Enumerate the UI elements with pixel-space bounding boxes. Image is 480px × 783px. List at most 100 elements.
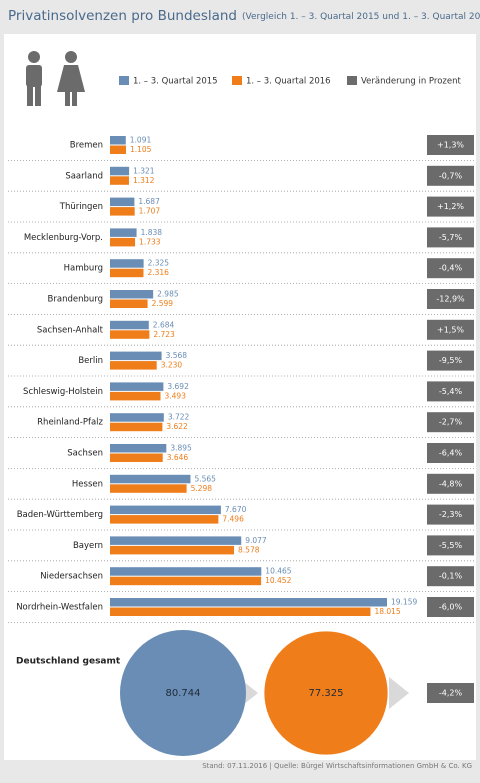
bar <box>110 576 262 586</box>
legend-label: 1. – 3. Quartal 2015 <box>133 77 218 87</box>
change-label: -4,2% <box>439 689 463 698</box>
change-box <box>427 473 474 494</box>
change-box <box>427 227 474 248</box>
value-label: 5.298 <box>191 484 213 493</box>
category-label: Brandenburg <box>48 295 103 305</box>
value-label: 3.895 <box>170 444 192 453</box>
bar <box>110 413 164 422</box>
bar <box>110 422 163 432</box>
bar <box>110 505 221 515</box>
legend-swatch <box>347 76 357 85</box>
legend: 1. – 3. Quartal 2015 1. – 3. Quartal 2016… <box>119 76 461 87</box>
bar <box>110 536 242 545</box>
value-label: 3.493 <box>165 391 187 400</box>
bar <box>110 382 164 391</box>
change-label: -6,0% <box>439 603 463 612</box>
value-label: 9.077 <box>245 536 267 545</box>
value-label: 2.684 <box>153 320 175 329</box>
change-label: -5,4% <box>439 387 463 396</box>
bar <box>110 237 136 247</box>
change-box <box>427 165 474 186</box>
bar <box>110 545 235 555</box>
bar <box>110 474 191 484</box>
change-box <box>427 350 474 371</box>
change-box <box>427 443 474 463</box>
category-label: Berlin <box>78 356 103 366</box>
title: Privatinsolvenzen pro Bundesland <box>8 8 237 24</box>
category-label: Saarland <box>65 171 103 181</box>
change-box <box>427 504 474 525</box>
change-label: -0,4% <box>439 264 463 273</box>
bar <box>110 228 137 237</box>
bar <box>110 176 129 185</box>
bar <box>110 268 144 278</box>
category-label: Nordrhein-Westfalen <box>16 603 103 613</box>
value-label: 2.325 <box>148 259 170 268</box>
total-circle <box>120 630 246 756</box>
value-label: 1.091 <box>130 136 152 145</box>
change-box <box>427 258 474 279</box>
category-label: Baden-Württemberg <box>17 510 103 520</box>
totals-label: Deutschland gesamt <box>16 657 121 667</box>
total-label: 77.325 <box>309 688 344 699</box>
value-label: 3.622 <box>166 422 188 431</box>
value-label: 2.723 <box>153 330 175 339</box>
bar <box>110 207 135 216</box>
person-icons <box>26 51 85 106</box>
value-label: 1.105 <box>130 145 152 154</box>
change-label: -0,7% <box>439 171 463 180</box>
change-box <box>427 566 474 587</box>
value-label: 2.599 <box>152 299 174 308</box>
legend-swatch <box>119 76 129 85</box>
panel <box>4 34 476 760</box>
change-label: -2,3% <box>439 510 463 519</box>
bar <box>110 166 130 176</box>
change-label: +1,2% <box>437 202 464 211</box>
bar <box>110 351 162 361</box>
change-label: -2,7% <box>439 418 463 427</box>
value-label: 5.565 <box>194 474 216 483</box>
value-label: 18.015 <box>374 607 400 616</box>
value-label: 3.692 <box>167 382 189 391</box>
category-label: Mecklenburg-Vorp. <box>24 233 103 243</box>
bar <box>110 391 161 401</box>
change-box <box>427 683 474 703</box>
change-box <box>427 135 474 155</box>
legend-label: Veränderung in Prozent <box>361 77 461 87</box>
change-box <box>427 412 474 433</box>
category-label: Sachsen <box>67 449 103 459</box>
change-label: -12,9% <box>436 295 465 304</box>
change-box <box>427 535 474 556</box>
category-label: Sachsen-Anhalt <box>37 325 104 335</box>
bar <box>110 567 262 576</box>
bar <box>110 361 157 370</box>
bar <box>110 136 126 145</box>
value-label: 3.230 <box>161 361 183 370</box>
value-label: 1.687 <box>138 197 160 206</box>
legend-swatch <box>232 76 242 85</box>
category-label: Schleswig-Holstein <box>23 387 103 397</box>
value-label: 2.316 <box>147 268 169 277</box>
category-label: Hessen <box>72 479 103 489</box>
value-label: 1.312 <box>133 176 155 185</box>
category-label: Niedersachsen <box>40 572 103 582</box>
value-label: 3.568 <box>166 351 188 360</box>
value-label: 19.159 <box>391 598 417 607</box>
change-label: -0,1% <box>439 572 463 581</box>
bar <box>110 259 144 268</box>
bar <box>110 453 163 462</box>
bar <box>110 484 187 493</box>
bar <box>110 320 149 330</box>
category-label: Rheinland-Pfalz <box>37 418 103 428</box>
value-label: 2.985 <box>157 290 179 299</box>
footer: Stand: 07.11.2016 | Quelle: Bürgel Wirts… <box>202 762 472 770</box>
value-label: 3.646 <box>167 453 189 462</box>
bar <box>110 607 371 616</box>
category-label: Hamburg <box>64 264 103 274</box>
category-label: Thüringen <box>59 202 103 212</box>
bar <box>110 330 150 339</box>
value-label: 8.578 <box>238 545 260 554</box>
total-circle <box>264 631 388 755</box>
